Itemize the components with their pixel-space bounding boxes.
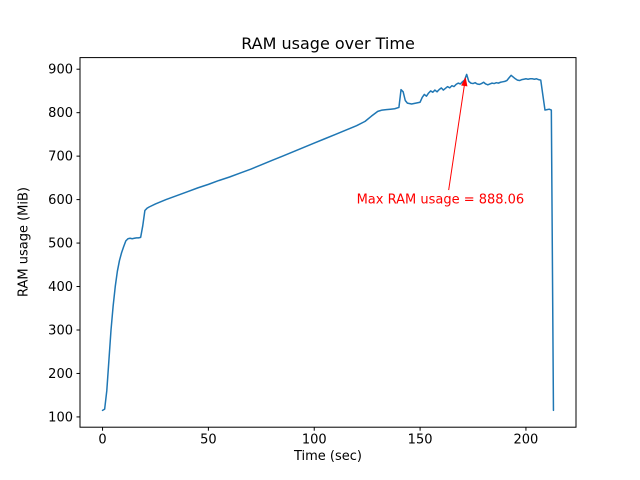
y-tick-label: 900 <box>48 63 73 78</box>
y-tick-label: 500 <box>48 237 73 252</box>
ram-usage-line <box>101 73 555 412</box>
x-tick-label: 50 <box>200 433 217 448</box>
y-tick-label: 800 <box>48 106 73 121</box>
annotation-arrow-head <box>461 77 468 87</box>
plot-frame <box>79 57 577 428</box>
y-tick-label: 400 <box>48 280 73 295</box>
y-tick-label: 700 <box>48 150 73 165</box>
x-tick-label: 100 <box>302 433 327 448</box>
y-tick-label: 600 <box>48 193 73 208</box>
y-tick-label: 300 <box>48 323 73 338</box>
max-annotation-text: Max RAM usage = 888.06 <box>356 192 525 208</box>
chart-title: RAM usage over Time <box>241 34 415 53</box>
x-tick-label: 200 <box>514 433 539 448</box>
x-tick-label: 150 <box>408 433 433 448</box>
y-tick-label: 100 <box>48 410 73 425</box>
annotation-arrow-line <box>448 82 466 191</box>
x-axis-label: Time (sec) <box>293 449 362 464</box>
y-tick-label: 200 <box>48 367 73 382</box>
x-tick-label: 0 <box>98 433 106 448</box>
